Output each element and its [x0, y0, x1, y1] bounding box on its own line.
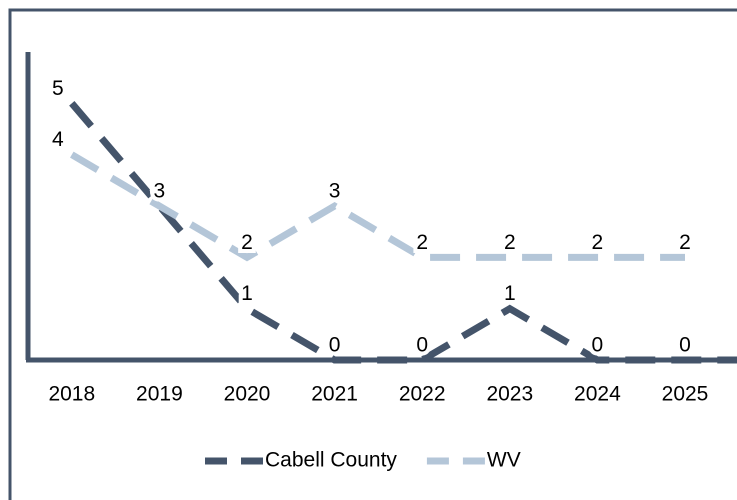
- data-label: 2: [241, 231, 253, 254]
- data-label: 0: [416, 334, 428, 357]
- data-label: 3: [329, 180, 341, 203]
- data-label: 3: [154, 180, 166, 203]
- legend-label: Cabell County: [265, 449, 397, 472]
- x-tick-label: 2020: [224, 383, 271, 406]
- series-line: [69, 101, 737, 364]
- x-tick-label: 2021: [311, 383, 358, 406]
- x-tick-label: 2018: [48, 383, 95, 406]
- data-label: 2: [504, 231, 516, 254]
- x-tick-label: 2023: [486, 383, 533, 406]
- x-tick-label: 2019: [136, 383, 183, 406]
- data-label: 0: [679, 334, 691, 357]
- x-tick-label: 2022: [399, 383, 446, 406]
- x-tick-label: 2024: [574, 383, 621, 406]
- data-label: 0: [329, 334, 341, 357]
- data-label: 2: [679, 231, 691, 254]
- data-label: 3: [154, 180, 166, 203]
- data-label: 2: [592, 231, 604, 254]
- data-label: 0: [592, 334, 604, 357]
- data-label: 2: [416, 231, 428, 254]
- data-label: 1: [241, 282, 253, 305]
- frame: [8, 8, 737, 500]
- x-tick-label: 2025: [662, 383, 709, 406]
- data-label: 4: [52, 128, 64, 151]
- series-line: [70, 151, 685, 262]
- legend-label: WV: [487, 449, 521, 472]
- data-label: 1: [504, 282, 516, 305]
- data-label: 5: [52, 77, 64, 100]
